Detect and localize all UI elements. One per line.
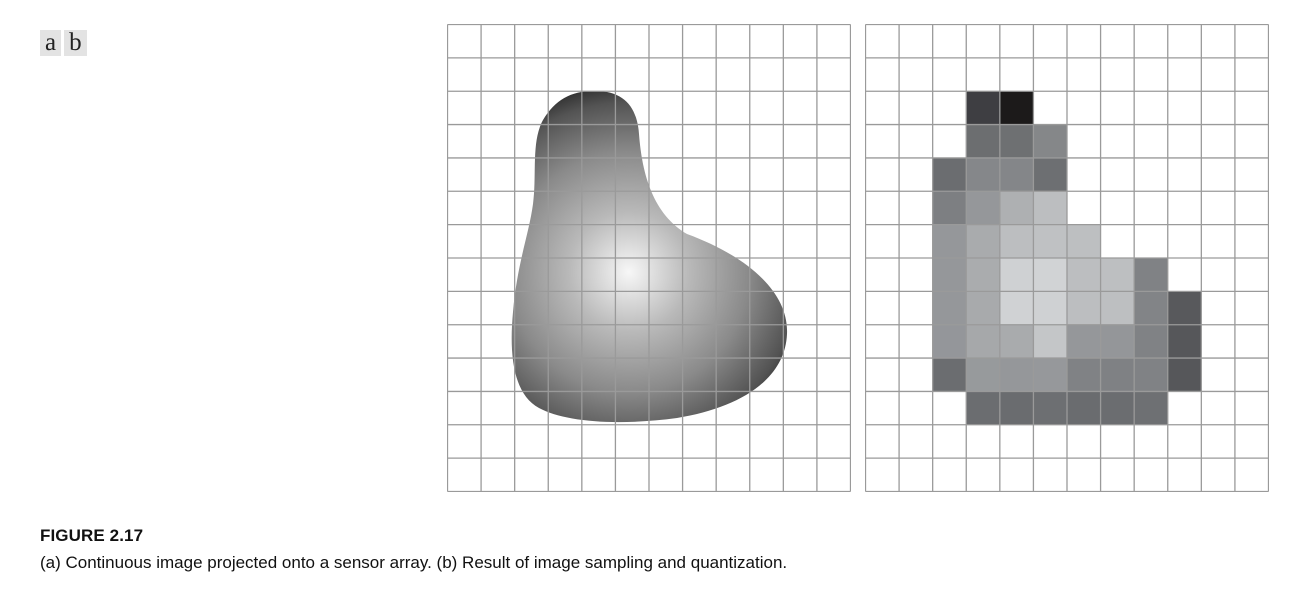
- quantized-pixel: [966, 324, 1000, 359]
- quantized-pixel: [1167, 291, 1202, 325]
- quantized-pixel: [1100, 291, 1135, 325]
- quantized-pixel: [1033, 324, 1067, 359]
- quantized-pixel: [1067, 291, 1101, 325]
- quantized-image-panel: [865, 24, 1269, 492]
- quantized-pixel: [1067, 391, 1101, 425]
- quantized-pixel: [1067, 358, 1101, 392]
- quantized-pixel: [1067, 224, 1101, 258]
- quantized-pixel: [966, 258, 1000, 292]
- quantized-pixel: [999, 324, 1034, 359]
- quantized-pixel: [999, 391, 1034, 425]
- quantized-pixel: [966, 124, 1000, 158]
- quantized-pixel: [1134, 258, 1168, 292]
- quantized-pixel: [1067, 324, 1101, 359]
- quantized-cells: [932, 91, 1202, 425]
- quantized-pixel: [999, 91, 1034, 125]
- quantized-pixel: [1100, 391, 1135, 425]
- quantized-pixel: [1033, 258, 1067, 292]
- quantized-pixel: [1100, 358, 1135, 392]
- quantized-pixel: [966, 358, 1000, 392]
- quantized-pixel: [932, 157, 967, 192]
- quantized-pixel: [932, 324, 967, 359]
- quantized-pixel: [966, 391, 1000, 425]
- quantized-pixel: [1033, 124, 1067, 158]
- panel-label-a: a: [40, 30, 62, 56]
- panel-label-b: b: [64, 30, 87, 56]
- sensor-array-grid-b: [865, 24, 1269, 492]
- quantized-pixel: [966, 291, 1000, 325]
- quantized-pixel: [999, 191, 1034, 225]
- quantized-pixel: [1033, 191, 1067, 225]
- quantized-pixel: [932, 224, 967, 258]
- sensor-array-grid: [447, 24, 851, 492]
- quantized-pixel: [932, 291, 967, 325]
- quantized-pixel: [932, 191, 967, 225]
- quantized-pixel: [1067, 258, 1101, 292]
- figure-title: FIGURE 2.17: [40, 526, 144, 545]
- quantized-pixel: [1134, 391, 1168, 425]
- quantized-pixel: [1134, 358, 1168, 392]
- quantized-pixel: [999, 358, 1034, 392]
- quantized-pixel: [1100, 324, 1135, 359]
- quantized-pixel: [1033, 358, 1067, 392]
- quantized-pixel: [999, 291, 1034, 325]
- quantized-pixel: [932, 258, 967, 292]
- quantized-pixel: [999, 124, 1034, 158]
- quantized-pixel: [966, 91, 1000, 125]
- quantized-pixel: [1167, 358, 1202, 392]
- quantized-pixel: [999, 157, 1034, 192]
- panel-labels: a b: [40, 30, 87, 56]
- continuous-image-panel: [447, 24, 851, 492]
- quantized-pixel: [1033, 224, 1067, 258]
- quantized-pixel: [932, 358, 967, 392]
- quantized-pixel: [966, 157, 1000, 192]
- quantized-pixel: [966, 224, 1000, 258]
- quantized-pixel: [966, 191, 1000, 225]
- quantized-pixel: [1033, 157, 1067, 192]
- quantized-pixel: [1033, 291, 1067, 325]
- quantized-pixel: [1134, 324, 1168, 359]
- quantized-pixel: [1100, 258, 1135, 292]
- quantized-pixel: [999, 258, 1034, 292]
- figure-caption: (a) Continuous image projected onto a se…: [40, 553, 788, 572]
- quantized-pixel: [999, 224, 1034, 258]
- quantized-pixel: [1033, 391, 1067, 425]
- quantized-pixel: [1167, 324, 1202, 359]
- quantized-pixel: [1134, 291, 1168, 325]
